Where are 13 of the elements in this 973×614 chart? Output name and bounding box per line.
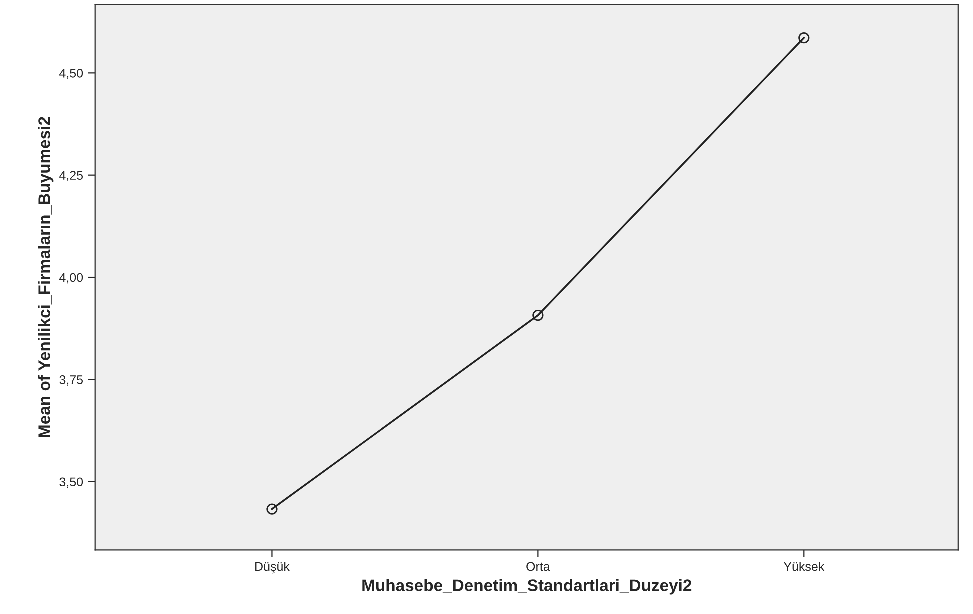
y-tick-label: 4,00 — [60, 273, 84, 284]
point — [798, 32, 810, 44]
point — [532, 310, 544, 322]
x-axis-title: Muhasebe_Denetim_Standartlari_Duzeyi2 — [362, 579, 692, 595]
y-tick-label: 4,25 — [60, 171, 84, 182]
point — [266, 504, 278, 515]
y-tick-label: 3,50 — [60, 478, 84, 488]
y-tick-label: 4,50 — [60, 68, 84, 80]
x-tick-label: Yüksek — [784, 562, 825, 572]
y-axis-title: Mean of Yenilikci_Firmaların_Buyumesi2 — [38, 117, 54, 438]
y-tick-label: 3,75 — [60, 376, 84, 386]
x-tick-label: Düşük — [256, 562, 290, 574]
x-tick-label: Orta — [526, 562, 550, 572]
